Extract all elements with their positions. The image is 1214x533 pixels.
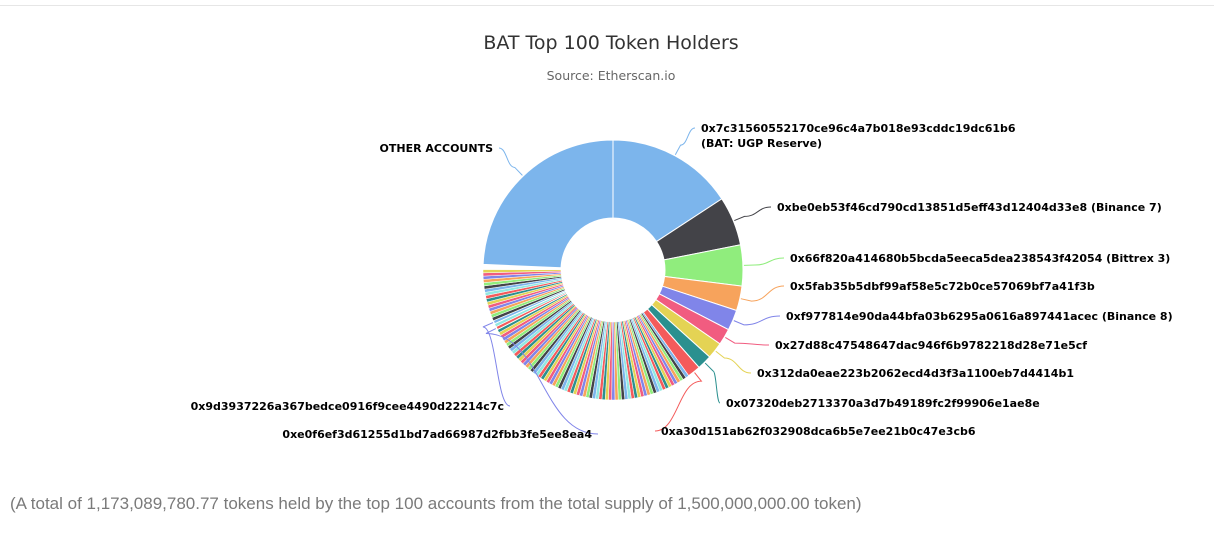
data-label: 0x07320deb2713370a3d7b49189fc2f99906e1ae…: [726, 397, 1040, 410]
data-label-connector: [734, 206, 772, 222]
data-label-connector: [743, 257, 785, 266]
pie-slice[interactable]: [482, 139, 614, 269]
data-label-connector: [482, 322, 511, 407]
chart-subtitle: Source: Etherscan.io: [547, 68, 676, 83]
data-label-connector: [704, 362, 721, 404]
data-label: 0x66f820a414680b5bcda5eeca5dea238543f420…: [790, 252, 1170, 265]
data-label-connector: [485, 328, 599, 435]
data-label: 0xf977814e90da44bfa03b6295a0616a897441ac…: [786, 310, 1173, 323]
slice-group: [482, 139, 744, 401]
data-label: OTHER ACCOUNTS: [380, 142, 494, 155]
data-label-connector: [715, 350, 752, 374]
chart-title: BAT Top 100 Token Holders: [483, 32, 738, 54]
data-label: 0xe0f6ef3d61255d1bd7ad66987d2fbb3fe5ee8e…: [282, 428, 592, 441]
data-label-connector: [674, 127, 696, 156]
data-label-connector: [654, 372, 703, 432]
data-label: 0x27d88c47548647dac946f6b9782218d28e71e5…: [775, 339, 1087, 352]
data-label: 0x312da0eae223b2062ecd4d3f3a1100eb7d4414…: [757, 367, 1074, 380]
data-label-connector: [733, 315, 781, 326]
total-supply-note: (A total of 1,173,089,780.77 tokens held…: [10, 494, 862, 513]
data-label: 0xa30d151ab62f032908dca6b5e7ee21b0c47e3c…: [661, 425, 976, 438]
data-label: 0x5fab35b5dbf99af58e5c72b0ce57069bf7a41f…: [790, 280, 1095, 293]
data-label-group: 0x7c31560552170ce96c4a7b018e93cddc19dc61…: [191, 122, 1173, 441]
data-label-connector: [725, 336, 770, 346]
data-label-connector: [498, 147, 523, 176]
data-label-connector: [740, 285, 785, 302]
data-label: 0xbe0eb53f46cd790cd13851d5eff43d12404d33…: [777, 201, 1162, 214]
connector-group: [482, 127, 785, 435]
donut-chart: BAT Top 100 Token Holders Source: Ethers…: [191, 32, 1173, 441]
data-label: 0x9d3937226a367bedce0916f9cee4490d22214c…: [191, 400, 504, 413]
pie-slice[interactable]: [482, 269, 562, 274]
top-divider: [0, 5, 1214, 6]
data-label: 0x7c31560552170ce96c4a7b018e93cddc19dc61…: [701, 122, 1016, 135]
data-label-secondary: (BAT: UGP Reserve): [701, 137, 822, 150]
